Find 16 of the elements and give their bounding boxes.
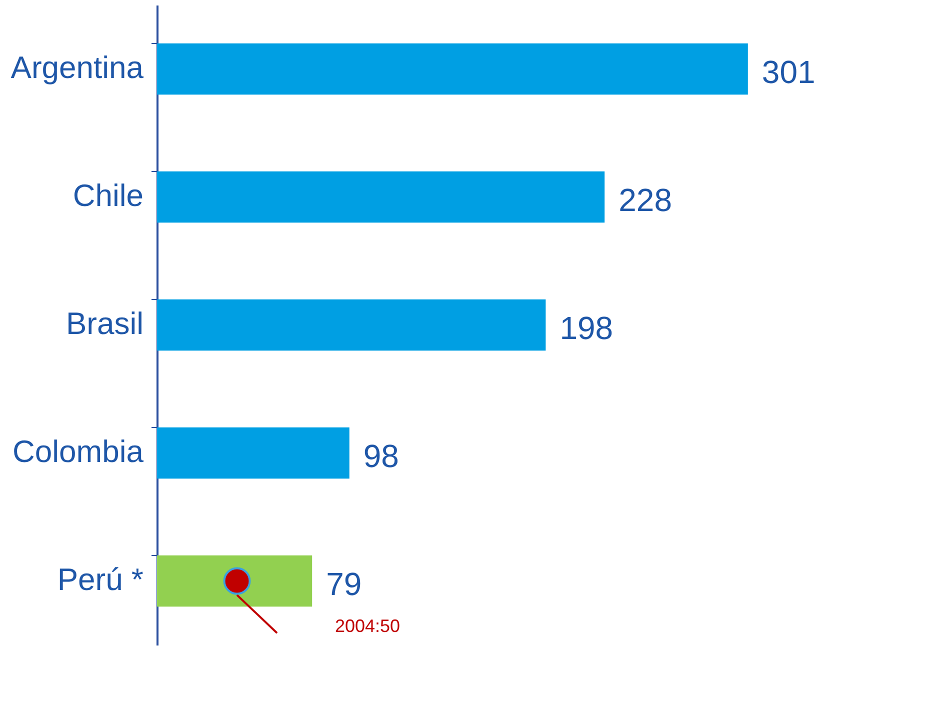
y-tick-label: Argentina	[10, 50, 144, 85]
y-tick-label: Perú *	[57, 562, 144, 597]
data-label: 198	[560, 310, 614, 346]
bar	[157, 427, 350, 479]
bar	[157, 43, 748, 95]
bar	[157, 299, 546, 351]
data-label: 98	[363, 438, 399, 474]
data-label: 228	[618, 182, 672, 218]
bar	[157, 555, 312, 607]
data-label: 79	[326, 566, 362, 602]
y-tick-label: Chile	[72, 178, 144, 213]
y-tick-label: Colombia	[12, 434, 144, 469]
bar	[157, 171, 605, 223]
annotation: 2004:50	[335, 616, 400, 636]
data-label: 301	[762, 54, 816, 90]
y-tick-label: Brasil	[66, 306, 144, 341]
